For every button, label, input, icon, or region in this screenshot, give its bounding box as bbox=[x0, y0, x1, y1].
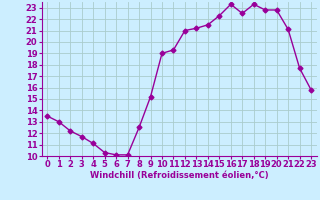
X-axis label: Windchill (Refroidissement éolien,°C): Windchill (Refroidissement éolien,°C) bbox=[90, 171, 268, 180]
